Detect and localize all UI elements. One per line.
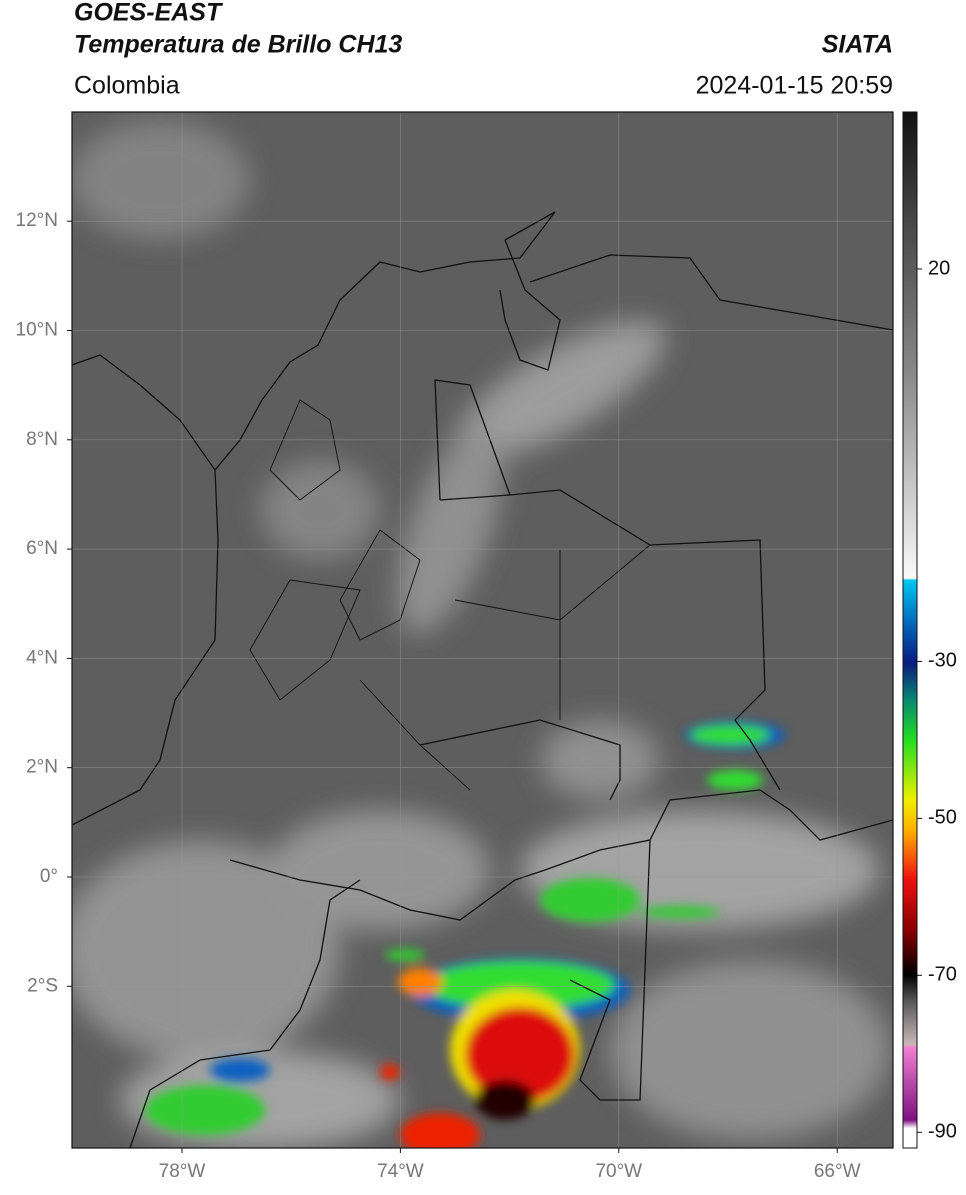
lat-tick-label: 6°N [26, 538, 58, 559]
colorbar [902, 111, 918, 1149]
colorbar-tick-label: 20 [928, 257, 950, 279]
satellite-image [72, 112, 893, 1148]
lat-tick-label: 2°N [26, 757, 58, 778]
lon-tick-label: 66°W [814, 1161, 861, 1182]
colorbar-tick-label: -50 [928, 807, 957, 829]
map-frame [71, 111, 894, 1149]
lat-tick-label: 2°S [27, 975, 58, 996]
lon-tick-label: 78°W [159, 1161, 206, 1182]
lat-tick-label: 10°N [16, 320, 58, 341]
lon-tick-label: 70°W [595, 1161, 642, 1182]
colorbar-tick-label: -90 [928, 1121, 957, 1143]
colorbar-tick-label: -30 [928, 650, 957, 672]
lat-tick-label: 4°N [26, 647, 58, 668]
lat-tick-label: 12°N [16, 210, 58, 231]
product-title: Temperatura de Brillo CH13 [74, 31, 402, 59]
source-label: SIATA [822, 31, 893, 59]
graticule [72, 112, 893, 1148]
lat-tick-label: 8°N [26, 429, 58, 450]
lon-tick-label: 74°W [377, 1161, 424, 1182]
region-label: Colombia [74, 72, 180, 100]
colorbar-tick-label: -70 [928, 964, 957, 986]
datetime-label: 2024-01-15 20:59 [696, 72, 893, 100]
satellite-title: GOES-EAST [74, 0, 224, 27]
lat-tick-label: 0° [40, 866, 58, 887]
